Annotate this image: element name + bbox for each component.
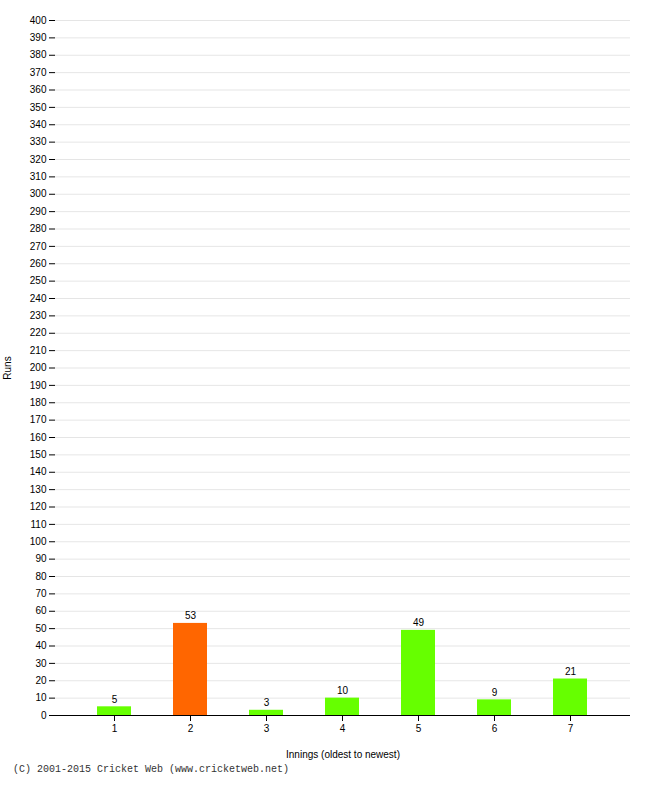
svg-text:120: 120 xyxy=(30,501,47,512)
svg-text:270: 270 xyxy=(30,241,47,252)
svg-text:70: 70 xyxy=(35,588,47,599)
svg-text:290: 290 xyxy=(30,206,47,217)
svg-text:Runs: Runs xyxy=(2,356,13,379)
svg-text:Innings (oldest to newest): Innings (oldest to newest) xyxy=(286,749,400,760)
svg-text:400: 400 xyxy=(30,15,47,26)
svg-text:100: 100 xyxy=(30,536,47,547)
svg-text:360: 360 xyxy=(30,84,47,95)
svg-text:6: 6 xyxy=(492,723,498,734)
svg-text:50: 50 xyxy=(35,623,47,634)
svg-text:220: 220 xyxy=(30,327,47,338)
svg-text:20: 20 xyxy=(35,675,47,686)
svg-text:260: 260 xyxy=(30,258,47,269)
svg-text:210: 210 xyxy=(30,345,47,356)
svg-text:350: 350 xyxy=(30,102,47,113)
svg-text:5: 5 xyxy=(416,723,422,734)
svg-text:180: 180 xyxy=(30,397,47,408)
svg-text:280: 280 xyxy=(30,223,47,234)
svg-text:250: 250 xyxy=(30,275,47,286)
svg-text:5: 5 xyxy=(112,694,118,705)
svg-text:10: 10 xyxy=(337,685,349,696)
svg-text:3: 3 xyxy=(264,723,270,734)
svg-text:60: 60 xyxy=(35,605,47,616)
svg-text:2: 2 xyxy=(188,723,194,734)
svg-text:340: 340 xyxy=(30,119,47,130)
svg-text:330: 330 xyxy=(30,136,47,147)
svg-text:320: 320 xyxy=(30,154,47,165)
svg-text:140: 140 xyxy=(30,466,47,477)
svg-text:150: 150 xyxy=(30,449,47,460)
svg-text:110: 110 xyxy=(31,519,47,530)
svg-text:90: 90 xyxy=(35,553,47,564)
svg-text:4: 4 xyxy=(340,723,346,734)
svg-text:370: 370 xyxy=(30,67,47,78)
svg-text:30: 30 xyxy=(35,658,47,669)
svg-text:160: 160 xyxy=(30,432,47,443)
svg-text:3: 3 xyxy=(264,697,270,708)
svg-text:130: 130 xyxy=(30,484,47,495)
svg-text:53: 53 xyxy=(185,610,197,621)
svg-text:390: 390 xyxy=(30,32,47,43)
svg-text:9: 9 xyxy=(492,687,498,698)
svg-text:10: 10 xyxy=(35,692,47,703)
svg-text:190: 190 xyxy=(30,380,47,391)
svg-text:380: 380 xyxy=(30,49,47,60)
svg-text:7: 7 xyxy=(568,723,574,734)
svg-text:1: 1 xyxy=(112,723,118,734)
svg-text:0: 0 xyxy=(41,710,47,721)
svg-text:230: 230 xyxy=(30,310,47,321)
html-text:(C) 2001-2015 Cricket Web (www: (C) 2001-2015 Cricket Web (www.cricketwe… xyxy=(13,764,289,775)
svg-text:21: 21 xyxy=(565,666,577,677)
svg-text:300: 300 xyxy=(30,188,47,199)
svg-text:80: 80 xyxy=(35,571,47,582)
svg-text:240: 240 xyxy=(30,293,47,304)
svg-text:170: 170 xyxy=(30,414,47,425)
svg-text:200: 200 xyxy=(30,362,47,373)
svg-text:40: 40 xyxy=(35,640,47,651)
svg-text:49: 49 xyxy=(413,617,425,628)
svg-text:310: 310 xyxy=(30,171,47,182)
